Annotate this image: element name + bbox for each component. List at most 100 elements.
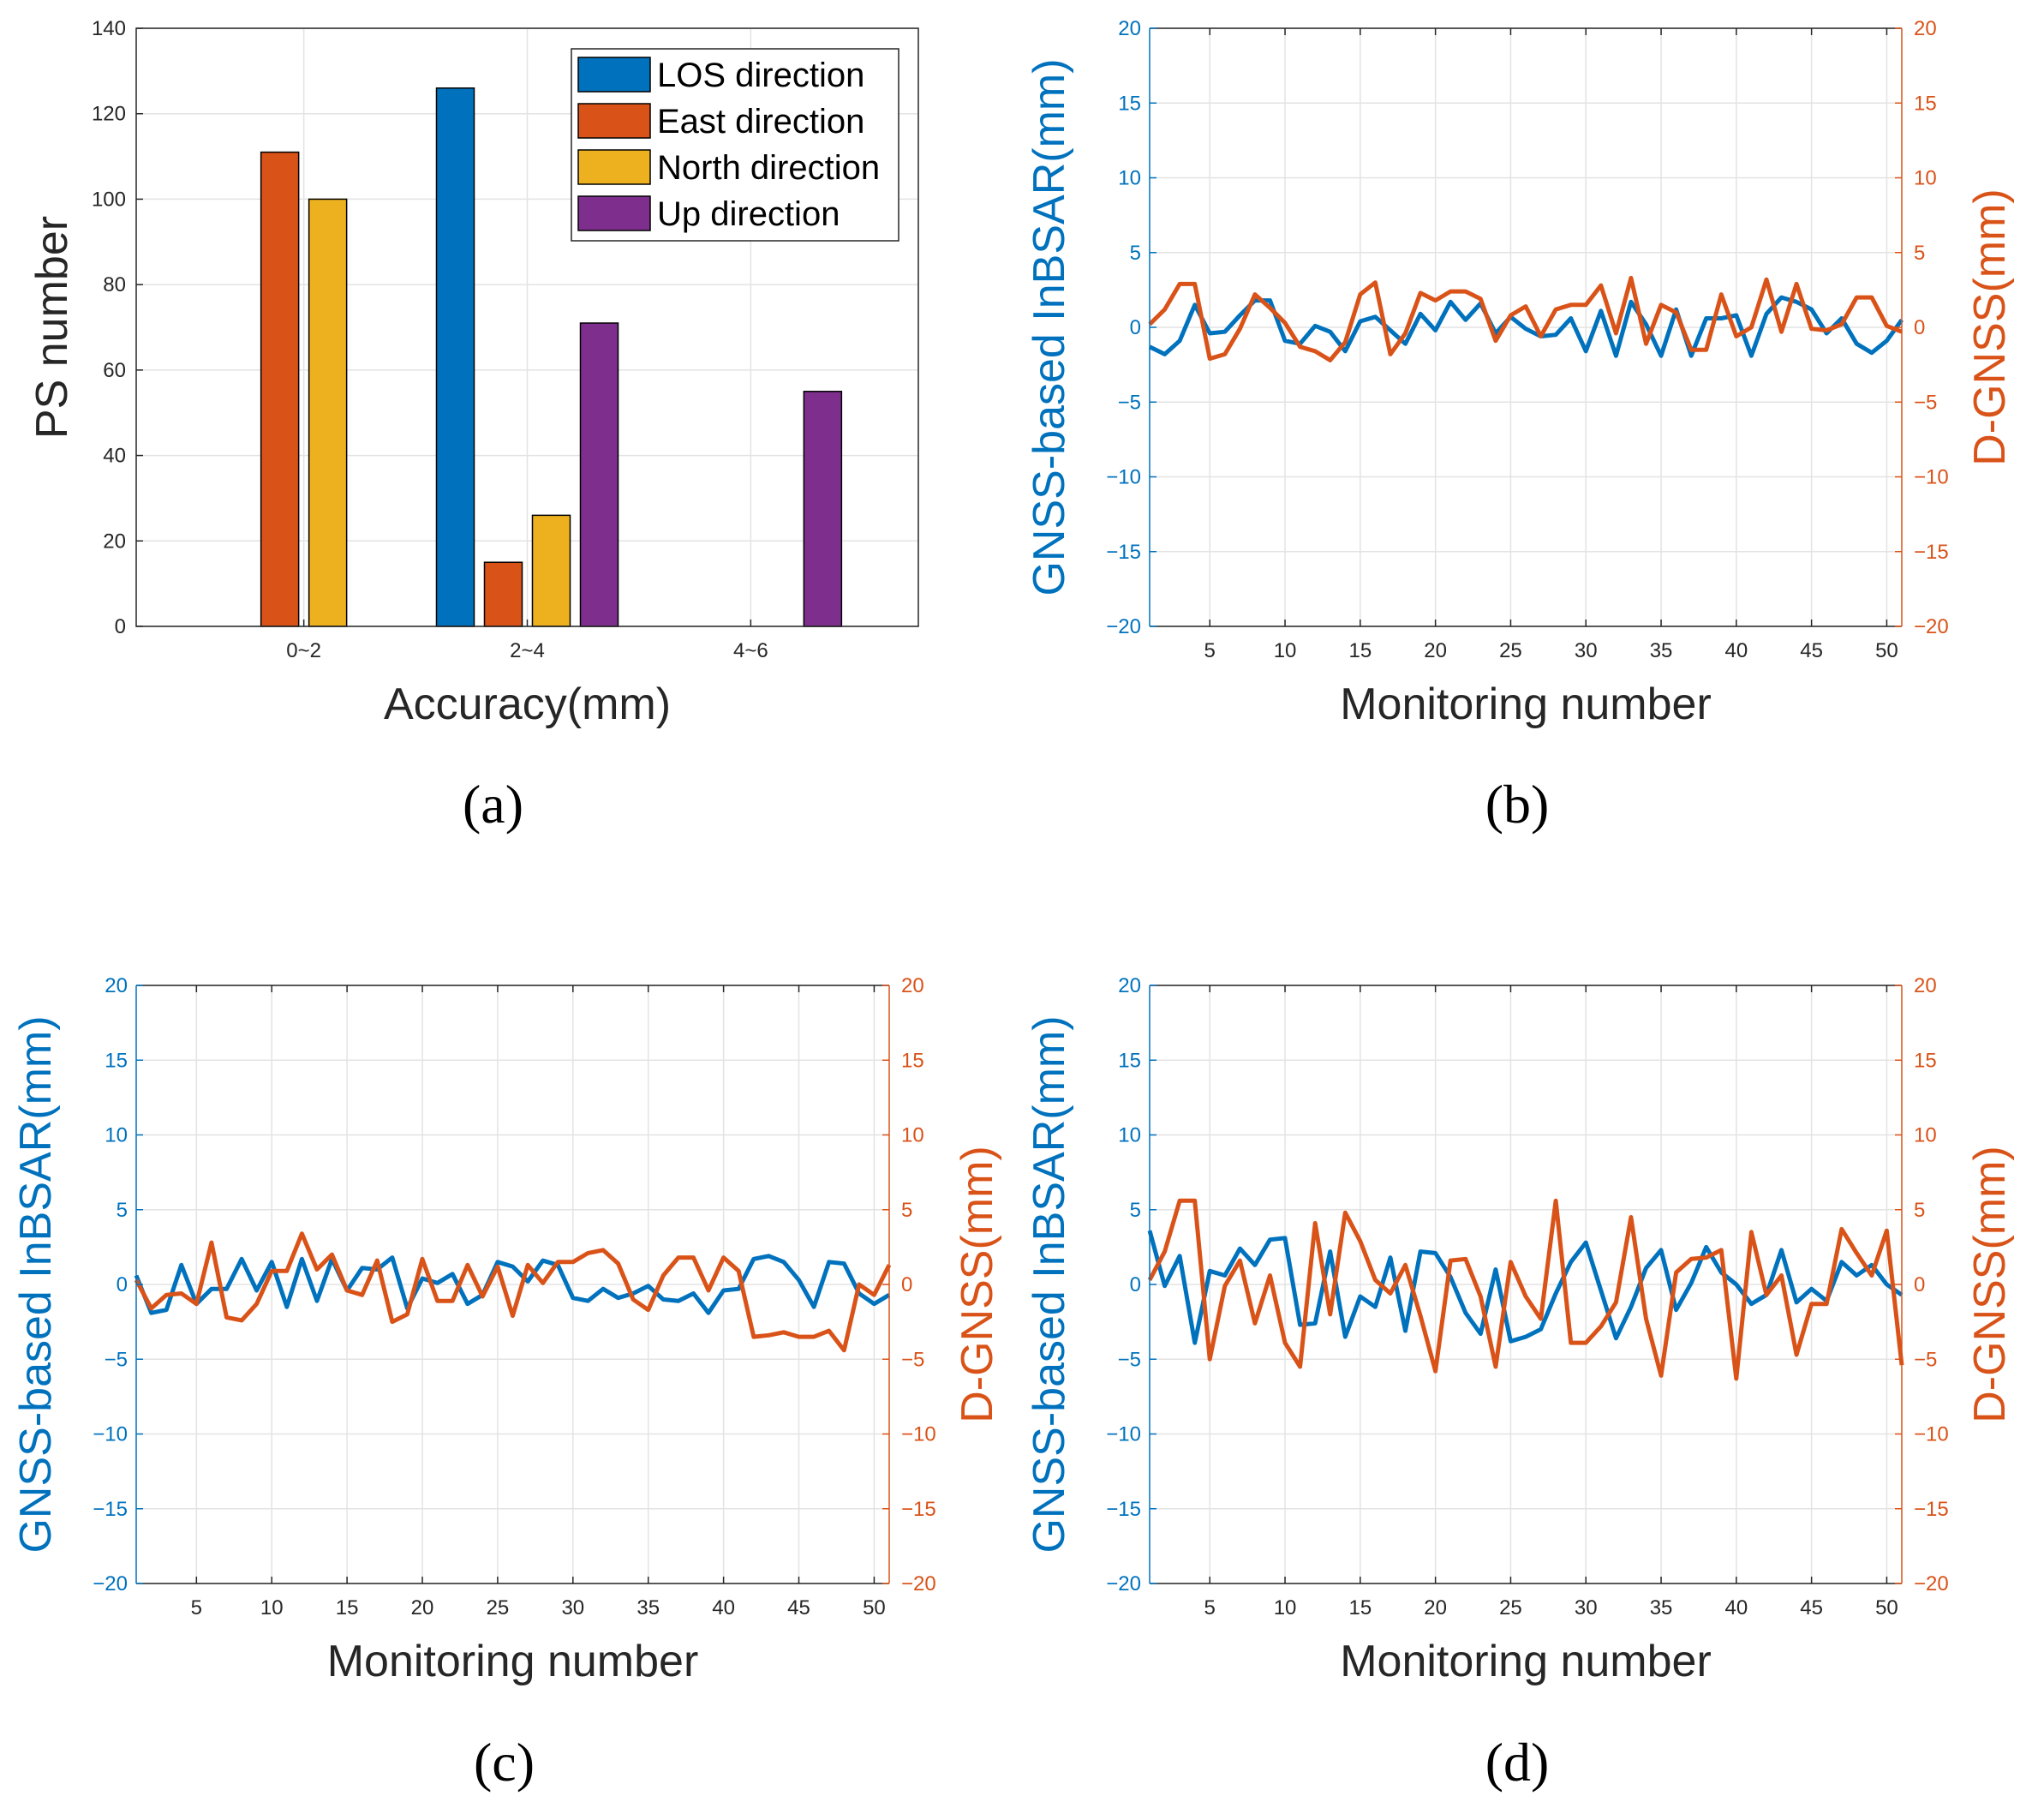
left-y-tick-label: −10: [1106, 1423, 1141, 1446]
bar-north: [308, 198, 348, 627]
left-y-tick-label: −15: [93, 1498, 128, 1521]
series-line-insar: [134, 1254, 891, 1315]
right-y-tick-label: 20: [1914, 974, 1937, 997]
x-tick-label: 50: [1875, 639, 1898, 662]
x-tick-label: 0~2: [286, 639, 321, 662]
left-y-tick-label: −15: [1106, 1498, 1141, 1521]
x-tick-label: 45: [787, 1596, 810, 1619]
series-line-insar: [1147, 1230, 1904, 1345]
x-tick-label: 10: [1274, 1596, 1297, 1619]
right-y-tick-label: −5: [1914, 391, 1937, 414]
x-tick-label: 10: [260, 1596, 284, 1619]
x-tick-label: 25: [487, 1596, 510, 1619]
legend-label-north: North direction: [657, 149, 880, 187]
left-y-tick-label: 10: [1118, 1124, 1141, 1147]
bar-east: [483, 561, 523, 627]
x-axis-title: Monitoring number: [1340, 680, 1712, 729]
right-y-tick-label: 0: [1914, 1273, 1925, 1296]
left-y-axis-title: GNSS-based InBSAR(mm): [11, 1015, 61, 1553]
left-y-tick-label: −5: [105, 1348, 128, 1371]
right-y-tick-label: −10: [1914, 466, 1949, 489]
panel-label: (b): [1485, 774, 1550, 835]
left-y-tick-label: −10: [1106, 466, 1141, 489]
x-tick-label: 45: [1800, 1596, 1823, 1619]
x-tick-label: 10: [1274, 639, 1297, 662]
x-tick-label: 40: [1724, 1596, 1748, 1619]
right-y-tick-label: 15: [901, 1049, 924, 1072]
x-tick-label: 15: [336, 1596, 359, 1619]
left-y-tick-label: −20: [1106, 615, 1141, 638]
left-y-tick-label: −20: [1106, 1572, 1141, 1595]
x-tick-label: 15: [1348, 639, 1372, 662]
chart-panel-c: −20 −20 −15 −15 −10 −10 −5 −5 0 0 5 5 10 10 15 15 20 20 5 1…: [11, 974, 1002, 1793]
left-y-tick-label: 20: [1118, 974, 1141, 997]
y-tick-label: 100: [92, 188, 126, 211]
right-y-tick-label: −15: [1914, 541, 1949, 564]
x-tick-label: 35: [1650, 1596, 1673, 1619]
right-y-tick-label: 5: [901, 1199, 912, 1222]
y-tick-label: 140: [92, 17, 126, 40]
right-y-axis-title: D-GNSS(mm): [953, 1146, 1002, 1423]
x-tick-label: 40: [1724, 639, 1748, 662]
left-y-axis-title: GNSS-based InBSAR(mm): [1025, 1015, 1074, 1553]
left-y-tick-label: 0: [117, 1273, 128, 1296]
right-y-tick-label: −20: [1914, 1572, 1949, 1595]
left-y-tick-label: 20: [1118, 17, 1141, 40]
panel-label: (a): [463, 774, 523, 835]
left-y-tick-label: 10: [105, 1124, 128, 1147]
right-y-tick-label: −20: [901, 1572, 936, 1595]
right-y-tick-label: −10: [901, 1423, 936, 1446]
left-y-axis-title: GNSS-based InBSAR(mm): [1025, 58, 1074, 596]
bar-up: [803, 391, 843, 627]
left-y-tick-label: 5: [117, 1199, 128, 1222]
left-y-tick-label: −15: [1106, 541, 1141, 564]
y-tick-label: 20: [103, 530, 126, 553]
x-axis-title: Monitoring number: [327, 1637, 699, 1686]
right-y-tick-label: −5: [901, 1348, 924, 1371]
right-y-tick-label: 0: [901, 1273, 912, 1296]
left-y-tick-label: 15: [105, 1049, 128, 1072]
legend-label-east: East direction: [657, 103, 864, 141]
x-tick-label: 20: [1424, 639, 1447, 662]
bar-north: [531, 514, 571, 627]
left-y-tick-label: 10: [1118, 167, 1141, 190]
x-tick-label: 2~4: [510, 639, 545, 662]
right-y-axis-title: D-GNSS(mm): [1965, 189, 2015, 466]
legend-swatch-los: [577, 57, 651, 93]
right-y-tick-label: −10: [1914, 1423, 1949, 1446]
right-y-tick-label: 15: [1914, 92, 1937, 115]
x-tick-label: 30: [1575, 1596, 1598, 1619]
left-y-tick-label: −5: [1118, 1348, 1141, 1371]
x-tick-label: 50: [1875, 1596, 1898, 1619]
left-y-tick-label: 20: [105, 974, 128, 997]
left-y-tick-label: −20: [93, 1572, 128, 1595]
legend-swatch-east: [577, 103, 651, 139]
series-line-dgnss: [134, 1231, 892, 1353]
left-y-tick-label: 15: [1118, 1049, 1141, 1072]
right-y-axis-title: D-GNSS(mm): [1965, 1146, 2015, 1423]
bar-east: [260, 151, 300, 627]
right-y-tick-label: 10: [1914, 1124, 1937, 1147]
bar-up: [579, 322, 619, 627]
legend: LOS direction East direction North directi…: [571, 48, 899, 242]
y-tick-label: 80: [103, 273, 126, 296]
left-y-tick-label: 0: [1130, 1273, 1141, 1296]
left-y-tick-label: −5: [1118, 391, 1141, 414]
right-y-tick-label: 5: [1914, 242, 1925, 265]
y-tick-label: 40: [103, 445, 126, 468]
x-tick-label: 35: [1650, 639, 1673, 662]
panel-label: (d): [1485, 1732, 1550, 1793]
right-y-tick-label: 10: [1914, 167, 1937, 190]
series-line-dgnss: [1147, 1198, 1904, 1381]
right-y-tick-label: 20: [901, 974, 924, 997]
x-tick-label: 20: [1424, 1596, 1447, 1619]
right-y-tick-label: −5: [1914, 1348, 1937, 1371]
x-tick-label: 30: [561, 1596, 584, 1619]
legend-label-up: Up direction: [657, 195, 840, 233]
x-tick-label: 4~6: [733, 639, 768, 662]
x-tick-label: 50: [863, 1596, 886, 1619]
left-y-tick-label: 5: [1130, 242, 1141, 265]
chart-panel-a: 0 20 40 60 80 100 120 140 0~2 2~4 4~6 Accuracy(mm) P…: [27, 17, 919, 835]
x-axis-title: Accuracy(mm): [384, 680, 671, 729]
